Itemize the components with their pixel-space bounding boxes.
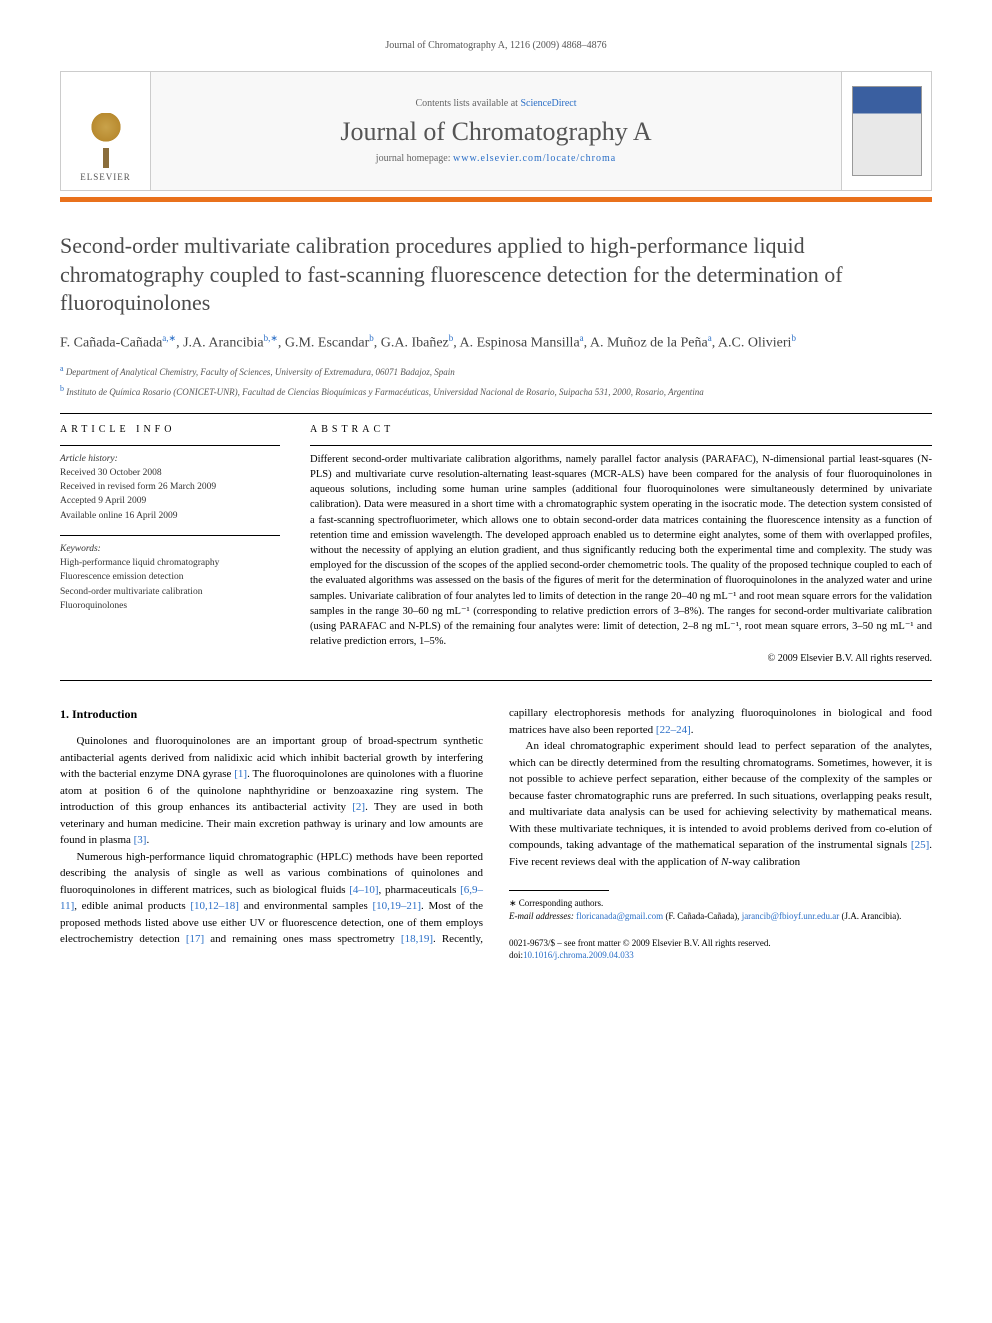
abstract-heading: ABSTRACT xyxy=(310,424,932,435)
paragraph: An ideal chromatographic experiment shou… xyxy=(509,738,932,870)
divider xyxy=(60,413,932,414)
footer-copyright: 0021-9673/$ – see front matter © 2009 El… xyxy=(509,937,932,962)
ref-link[interactable]: [17] xyxy=(186,933,204,945)
ref-link[interactable]: [18,19] xyxy=(401,933,433,945)
keywords-label: Keywords: xyxy=(60,542,280,556)
email-addresses: E-mail addresses: floricanada@gmail.com … xyxy=(509,910,932,923)
text: . xyxy=(691,724,694,736)
ref-link[interactable]: [22–24] xyxy=(656,724,691,736)
footnotes: ∗ Corresponding authors. E-mail addresse… xyxy=(509,897,932,922)
paragraph: Quinolones and fluoroquinolones are an i… xyxy=(60,733,483,849)
text: An ideal chromatographic experiment shou… xyxy=(509,740,932,851)
text: (J.A. Arancibia). xyxy=(839,911,901,921)
article-info-heading: ARTICLE INFO xyxy=(60,424,280,435)
author-list: F. Cañada-Cañadaa,∗, J.A. Arancibiab,∗, … xyxy=(60,332,932,354)
article-info-column: ARTICLE INFO Article history: Received 3… xyxy=(60,424,280,665)
keyword-item: Second-order multivariate calibration xyxy=(60,585,280,599)
journal-cover-block xyxy=(841,72,931,190)
keyword-item: High-performance liquid chromatography xyxy=(60,556,280,570)
footnote-separator xyxy=(509,890,609,891)
info-rule xyxy=(60,445,280,446)
affil-marker-b: b xyxy=(60,384,64,393)
history-label: Article history: xyxy=(60,452,280,466)
text: . xyxy=(146,834,149,846)
elsevier-tree-icon xyxy=(81,108,131,168)
text: and remaining ones mass spectrometry xyxy=(204,933,401,945)
affiliation-b: Instituto de Química Rosario (CONICET-UN… xyxy=(66,387,704,397)
ref-link[interactable]: [1] xyxy=(234,768,247,780)
section-heading: 1. Introduction xyxy=(60,705,483,723)
author-email-link[interactable]: jarancib@fbioyf.unr.edu.ar xyxy=(742,911,840,921)
sciencedirect-link[interactable]: ScienceDirect xyxy=(520,98,576,109)
ref-link[interactable]: [10,19–21] xyxy=(372,900,421,912)
contents-text: Contents lists available at xyxy=(415,98,520,109)
ref-link[interactable]: [3] xyxy=(134,834,147,846)
keyword-item: Fluoroquinolones xyxy=(60,599,280,613)
publisher-name: ELSEVIER xyxy=(80,172,131,182)
doi-label: doi: xyxy=(509,950,523,960)
contents-available: Contents lists available at ScienceDirec… xyxy=(415,98,576,109)
publisher-logo-block: ELSEVIER xyxy=(61,72,151,190)
doi-link[interactable]: 10.1016/j.chroma.2009.04.033 xyxy=(523,950,634,960)
ref-link[interactable]: [4–10] xyxy=(349,884,378,896)
journal-name: Journal of Chromatography A xyxy=(340,117,651,147)
journal-cover-thumbnail-icon xyxy=(852,86,922,176)
running-header: Journal of Chromatography A, 1216 (2009)… xyxy=(60,40,932,51)
divider xyxy=(60,680,932,681)
author-email-link[interactable]: floricanada@gmail.com xyxy=(576,911,663,921)
body-text: 1. Introduction Quinolones and fluoroqui… xyxy=(60,705,932,961)
info-rule xyxy=(310,445,932,446)
history-item: Accepted 9 April 2009 xyxy=(60,494,280,508)
text: and environmental samples xyxy=(239,900,373,912)
article-title: Second-order multivariate calibration pr… xyxy=(60,232,932,318)
corresponding-author-label: ∗ Corresponding authors. xyxy=(509,897,932,910)
orange-divider xyxy=(60,197,932,202)
affiliations: a Department of Analytical Chemistry, Fa… xyxy=(60,363,932,398)
email-label: E-mail addresses: xyxy=(509,911,574,921)
text: (F. Cañada-Cañada), xyxy=(663,911,742,921)
affiliation-a: Department of Analytical Chemistry, Facu… xyxy=(66,367,455,377)
ref-link[interactable]: [25] xyxy=(911,839,929,851)
article-history: Article history: Received 30 October 200… xyxy=(60,452,280,523)
history-item: Received in revised form 26 March 2009 xyxy=(60,480,280,494)
text: -way calibration xyxy=(728,856,800,868)
text: , pharmaceuticals xyxy=(379,884,461,896)
text: , edible animal products xyxy=(74,900,190,912)
journal-header-box: ELSEVIER Contents lists available at Sci… xyxy=(60,71,932,191)
keyword-item: Fluorescence emission detection xyxy=(60,570,280,584)
front-matter-line: 0021-9673/$ – see front matter © 2009 El… xyxy=(509,937,932,950)
abstract-text: Different second-order multivariate cali… xyxy=(310,452,932,650)
journal-homepage: journal homepage: www.elsevier.com/locat… xyxy=(376,153,616,164)
homepage-link[interactable]: www.elsevier.com/locate/chroma xyxy=(453,153,616,164)
ref-link[interactable]: [10,12–18] xyxy=(190,900,239,912)
history-item: Received 30 October 2008 xyxy=(60,466,280,480)
homepage-pre: journal homepage: xyxy=(376,153,453,164)
affil-marker-a: a xyxy=(60,364,64,373)
keywords: Keywords: High-performance liquid chroma… xyxy=(60,542,280,613)
abstract-copyright: © 2009 Elsevier B.V. All rights reserved… xyxy=(310,653,932,664)
journal-center: Contents lists available at ScienceDirec… xyxy=(151,72,841,190)
info-rule xyxy=(60,535,280,536)
abstract-column: ABSTRACT Different second-order multivar… xyxy=(310,424,932,665)
history-item: Available online 16 April 2009 xyxy=(60,509,280,523)
ref-link[interactable]: [2] xyxy=(352,801,365,813)
